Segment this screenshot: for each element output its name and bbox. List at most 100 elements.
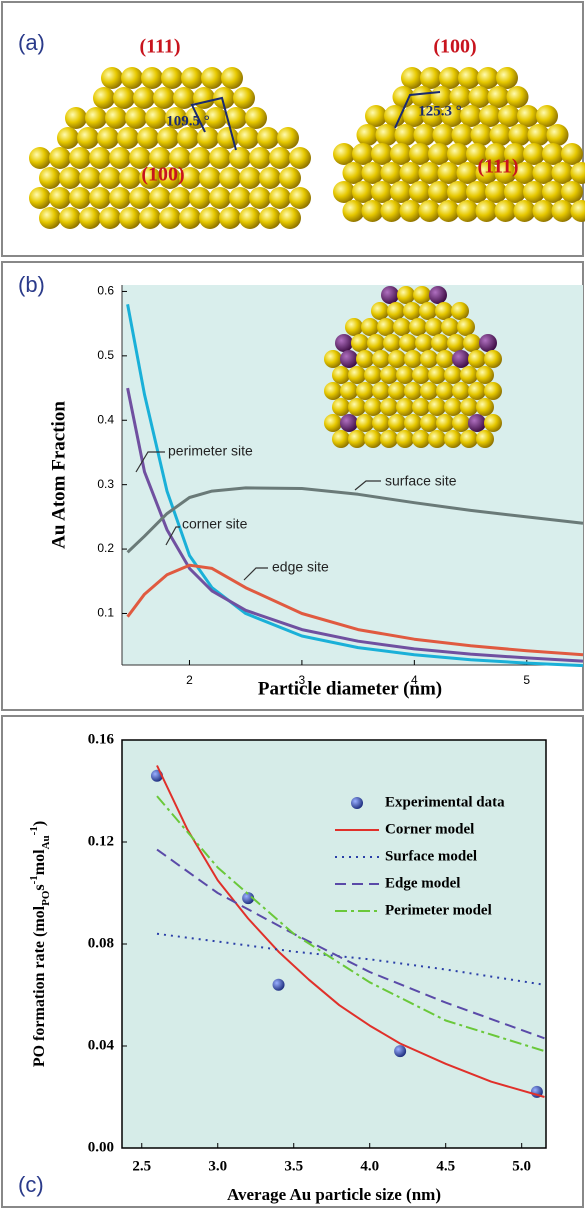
atom	[468, 382, 486, 400]
y-axis-label-part: PO	[40, 890, 52, 906]
legend-label: Experimental data	[385, 794, 505, 810]
atom	[476, 366, 494, 384]
atom	[119, 167, 141, 189]
atom	[436, 414, 454, 432]
atom	[79, 207, 101, 229]
atom	[444, 430, 462, 448]
atom	[356, 350, 374, 368]
y-axis-label-part: s	[31, 884, 48, 890]
atom	[239, 207, 261, 229]
atom	[399, 162, 422, 184]
atom	[388, 350, 406, 368]
atom	[561, 143, 583, 165]
atom	[409, 143, 431, 165]
atom	[456, 200, 479, 222]
atom	[377, 318, 395, 336]
panel-label: (c)	[18, 1172, 44, 1197]
atom	[380, 162, 403, 184]
series-label: perimeter site	[168, 443, 253, 459]
atom	[404, 350, 422, 368]
atom	[409, 318, 427, 336]
atom	[57, 127, 79, 149]
data-point	[394, 1045, 407, 1058]
atom	[117, 127, 139, 149]
data-point	[272, 978, 285, 991]
y-axis-label-part: mol	[31, 849, 48, 875]
atom	[523, 143, 545, 165]
atom	[506, 86, 529, 108]
series-line	[126, 304, 584, 668]
y-axis-label-part: )	[31, 821, 48, 826]
atom	[59, 167, 81, 189]
series-label: edge site	[272, 559, 329, 575]
atom	[65, 107, 87, 129]
x-tick-label: 4.0	[360, 1158, 379, 1174]
x-axis-label: Particle diameter (nm)	[258, 678, 442, 699]
atom	[77, 127, 99, 149]
atom	[399, 200, 422, 222]
atom	[452, 414, 470, 432]
atom	[542, 181, 564, 203]
legend-label: Surface model	[385, 848, 477, 864]
facet-label: (111)	[477, 156, 518, 178]
atom	[372, 414, 390, 432]
atom	[340, 382, 358, 400]
atom	[551, 200, 574, 222]
atom	[460, 366, 478, 384]
atom	[372, 382, 390, 400]
atom	[109, 187, 131, 209]
atom	[428, 143, 450, 165]
atom	[397, 286, 415, 304]
atom	[348, 366, 366, 384]
series-line	[156, 932, 545, 986]
atom	[444, 366, 462, 384]
atom	[121, 67, 143, 89]
atom	[468, 414, 486, 432]
atom	[279, 207, 301, 229]
atom	[269, 147, 291, 169]
atom	[418, 162, 441, 184]
leader-line	[165, 526, 180, 546]
atom	[390, 181, 412, 203]
x-tick-label: 3.5	[284, 1158, 303, 1174]
atom	[161, 67, 183, 89]
atom	[133, 87, 155, 109]
atom	[352, 181, 374, 203]
atom	[340, 414, 358, 432]
atom	[536, 105, 558, 127]
atom	[49, 147, 71, 169]
atom	[189, 147, 211, 169]
x-tick-label: 3.0	[208, 1158, 227, 1174]
atom	[125, 107, 147, 129]
atom	[93, 87, 115, 109]
atom	[403, 105, 425, 127]
atom	[403, 302, 421, 320]
atom	[277, 127, 299, 149]
facet-label: (111)	[139, 36, 180, 58]
atom	[498, 105, 520, 127]
atom	[428, 366, 446, 384]
atom	[289, 187, 311, 209]
atom	[380, 200, 403, 222]
atom	[436, 382, 454, 400]
atom	[485, 143, 507, 165]
atom	[139, 167, 161, 189]
atom	[468, 86, 491, 108]
legend-marker	[351, 797, 363, 809]
atom	[420, 414, 438, 432]
facet-label: (100)	[433, 36, 476, 58]
atom	[324, 414, 342, 432]
atom	[173, 87, 195, 109]
y-axis-label-part: Au	[40, 835, 52, 849]
atom	[404, 382, 422, 400]
atom	[429, 286, 447, 304]
atom	[333, 143, 355, 165]
atom	[342, 200, 365, 222]
atom	[97, 127, 119, 149]
x-axis-label: Average Au particle size (nm)	[227, 1185, 441, 1204]
atom	[477, 67, 499, 89]
atom	[89, 147, 111, 169]
atom	[422, 105, 444, 127]
atom	[496, 67, 518, 89]
atom	[494, 162, 517, 184]
